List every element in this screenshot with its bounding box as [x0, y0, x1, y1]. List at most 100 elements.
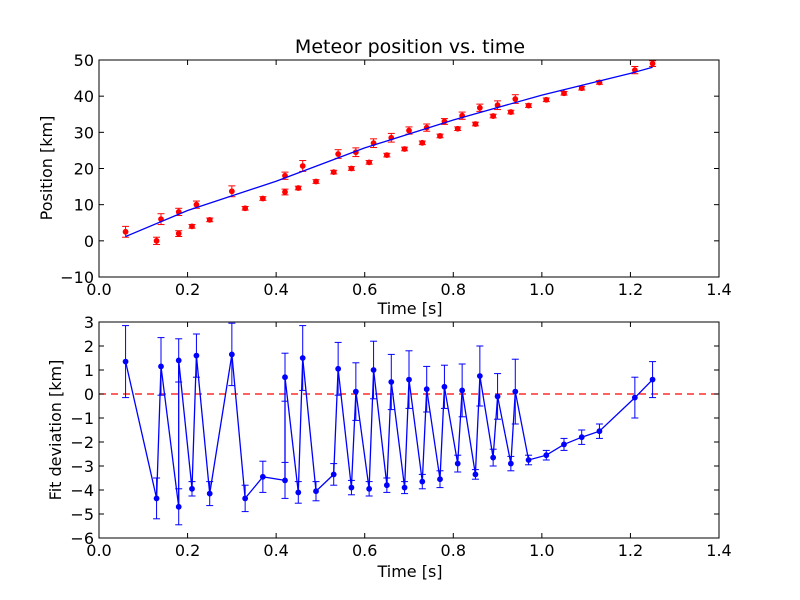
- deviation-chart-ylabel: Fit deviation [km]: [46, 360, 65, 501]
- data-point: [472, 471, 479, 478]
- data-point: [476, 104, 483, 111]
- data-point: [388, 379, 395, 385]
- data-point: [259, 195, 266, 202]
- plot-area: [122, 60, 657, 245]
- data-point: [423, 386, 430, 393]
- y-tick-label: −10: [60, 268, 94, 287]
- x-tick-label: 0.0: [86, 280, 111, 299]
- data-point: [206, 490, 213, 497]
- series-0: [122, 322, 657, 526]
- data-point: [578, 434, 585, 441]
- data-point: [419, 478, 426, 485]
- data-point: [193, 352, 200, 359]
- data-point: [525, 102, 532, 109]
- data-point: [313, 178, 319, 185]
- data-point: [366, 485, 373, 492]
- data-point: [122, 358, 129, 365]
- x-tick-label: 0.2: [175, 541, 200, 560]
- deviation-chart-xlabel: Time [s]: [376, 562, 442, 581]
- y-tick-label: −1: [70, 409, 94, 428]
- x-tick-label: 1.4: [706, 541, 731, 560]
- x-tick-label: 0.4: [263, 541, 288, 560]
- deviation-chart: Time [s] Fit deviation [km] 0.0 0.2 0.4 0.6…: [46, 313, 732, 581]
- data-point: [507, 460, 514, 467]
- data-point: [649, 376, 656, 383]
- data-point: [454, 460, 461, 467]
- y-tick-label: 50: [74, 51, 94, 70]
- data-point: [596, 428, 603, 435]
- data-point: [295, 185, 302, 191]
- data-point: [158, 363, 164, 370]
- y-axis: −6 −5 −4 −3 −2 −1 0 1 2 3: [70, 313, 719, 548]
- x-axis: 0.0 0.2 0.4 0.6 0.8 1.0 1.2 1.4: [86, 60, 732, 299]
- position-chart-ylabel: Position [km]: [37, 116, 56, 221]
- y-tick-label: 0: [84, 232, 94, 251]
- data-point: [406, 376, 412, 383]
- data-point: [419, 139, 426, 146]
- data-point: [352, 388, 359, 395]
- data-point: [437, 476, 443, 483]
- x-tick-label: 1.2: [618, 280, 643, 299]
- data-point: [299, 355, 306, 361]
- position-chart: Meteor position vs. time Time [s] Positi…: [37, 36, 732, 318]
- position-chart-title: Meteor position vs. time: [295, 36, 525, 58]
- y-tick-label: 2: [84, 337, 94, 356]
- data-point: [366, 159, 373, 166]
- data-point: [631, 394, 638, 401]
- data-point: [122, 228, 129, 235]
- data-point: [512, 388, 519, 395]
- data-point: [335, 151, 342, 157]
- data-point: [561, 90, 567, 97]
- y-tick-label: 30: [74, 123, 94, 142]
- data-point: [259, 473, 266, 480]
- x-tick-label: 0.6: [352, 280, 377, 299]
- x-tick-label: 1.2: [618, 541, 643, 560]
- data-point: [472, 121, 479, 127]
- x-tick-label: 0.6: [352, 541, 377, 560]
- data-point: [330, 471, 337, 478]
- data-point: [175, 503, 182, 510]
- data-point: [578, 85, 585, 92]
- data-point: [561, 441, 567, 448]
- x-tick-label: 0.4: [263, 280, 288, 299]
- data-point: [153, 237, 160, 244]
- y-tick-label: 20: [74, 160, 94, 179]
- data-point: [282, 374, 288, 381]
- data-point: [543, 96, 550, 103]
- x-tick-label: 1.4: [706, 280, 731, 299]
- data-point: [348, 484, 355, 491]
- data-point: [476, 373, 483, 379]
- data-point: [313, 488, 319, 495]
- plot-area: [99, 322, 719, 526]
- data-point: [282, 477, 288, 484]
- y-tick-label: −6: [70, 529, 94, 548]
- data-point: [228, 351, 235, 358]
- data-point: [494, 393, 501, 400]
- data-point: [543, 452, 550, 459]
- data-point: [330, 169, 337, 176]
- y-tick-label: 3: [84, 313, 94, 332]
- y-tick-label: −2: [70, 433, 94, 452]
- data-point: [282, 189, 288, 195]
- data-point: [370, 367, 377, 373]
- data-point: [525, 457, 532, 463]
- x-tick-label: 0.0: [86, 541, 111, 560]
- y-tick-label: 0: [84, 385, 94, 404]
- fit-line: [125, 66, 653, 238]
- data-point: [401, 146, 408, 152]
- y-axis: −10 0 10 20 30 40 50: [60, 51, 719, 287]
- data-point: [189, 485, 195, 492]
- data-point: [490, 454, 497, 461]
- x-tick-label: 1.0: [529, 280, 554, 299]
- x-tick-label: 0.2: [175, 280, 200, 299]
- x-tick-label: 0.8: [441, 541, 466, 560]
- data-point: [295, 489, 302, 496]
- data-point: [175, 230, 182, 237]
- y-tick-label: −4: [70, 481, 94, 500]
- y-tick-label: −5: [70, 505, 94, 524]
- data-point: [206, 216, 213, 223]
- axes-frame: [98, 321, 720, 539]
- data-point: [649, 60, 656, 67]
- data-point: [437, 133, 443, 139]
